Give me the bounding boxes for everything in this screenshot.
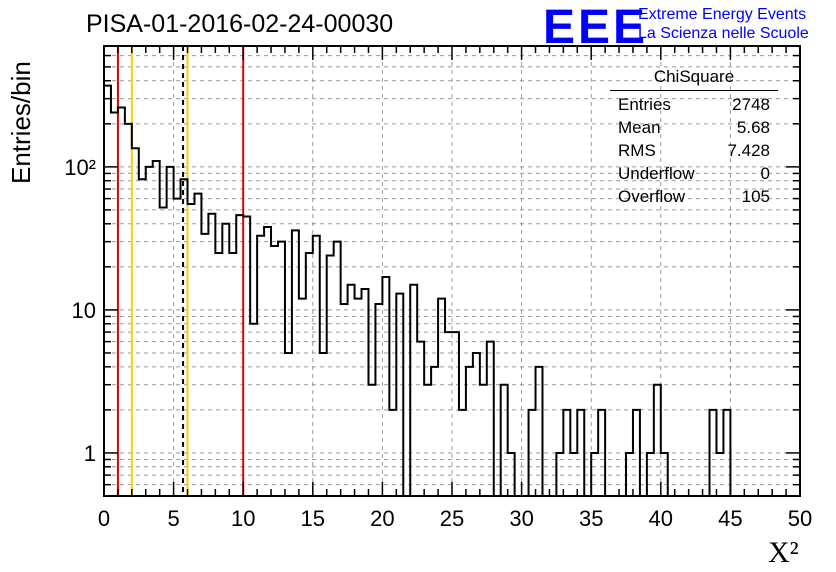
stat-row-underflow: Underflow 0 [610, 162, 778, 185]
stat-row-mean: Mean 5.68 [610, 116, 778, 139]
stat-value: 0 [760, 164, 770, 183]
y-tick-label: 1 [84, 441, 96, 466]
stat-row-overflow: Overflow 105 [610, 185, 778, 208]
grid-layer [104, 46, 800, 496]
stat-value: 105 [741, 187, 770, 206]
stats-title: ChiSquare [610, 66, 778, 91]
stat-label: Entries [618, 95, 671, 114]
x-tick-label: 15 [301, 506, 325, 531]
stat-value: 2748 [732, 95, 770, 114]
x-tick-label: 5 [167, 506, 179, 531]
x-tick-label: 20 [370, 506, 394, 531]
y-tick-label: 10² [64, 155, 96, 180]
logo-line-2: La Scienza nelle Scuole [638, 25, 809, 42]
stat-row-rms: RMS 7.428 [610, 139, 778, 162]
stat-label: Mean [618, 118, 661, 137]
x-tick-label: 30 [509, 506, 533, 531]
eee-logo: EEE [543, 1, 649, 54]
x-tick-label: 0 [98, 506, 110, 531]
chart-title: PISA-01-2016-02-24-00030 [86, 10, 394, 38]
x-tick-label: 50 [788, 506, 812, 531]
reference-lines-layer [116, 46, 245, 496]
tick-labels-layer: 0 5 10 15 20 25 30 35 40 45 50 1 10 10² [64, 155, 812, 531]
stat-label: Underflow [618, 164, 695, 183]
y-tick-label: 10 [72, 298, 96, 323]
x-axis-label: X² [768, 536, 799, 569]
x-tick-label: 40 [649, 506, 673, 531]
x-tick-label: 10 [231, 506, 255, 531]
stats-box: ChiSquare Entries 2748 Mean 5.68 RMS 7.4… [610, 66, 778, 208]
x-tick-label: 35 [579, 506, 603, 531]
stat-label: Overflow [618, 187, 686, 206]
x-tick-label: 45 [718, 506, 742, 531]
logo-line-1: Extreme Energy Events [638, 6, 807, 23]
stat-label: RMS [618, 141, 656, 160]
y-axis-label: Entries/bin [6, 61, 36, 184]
stat-row-entries: Entries 2748 [610, 93, 778, 116]
stat-value: 5.68 [736, 118, 770, 137]
x-tick-label: 25 [440, 506, 464, 531]
ticks-layer [103, 45, 801, 497]
stat-value: 7.428 [727, 141, 770, 160]
